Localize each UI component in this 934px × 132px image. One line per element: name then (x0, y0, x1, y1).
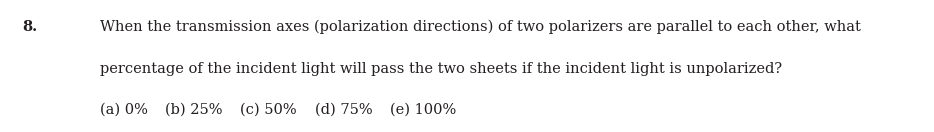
Text: (a) 0%: (a) 0% (100, 103, 148, 117)
Text: (b) 25%: (b) 25% (165, 103, 222, 117)
Text: (d) 75%: (d) 75% (315, 103, 373, 117)
Text: When the transmission axes (polarization directions) of two polarizers are paral: When the transmission axes (polarization… (100, 20, 861, 34)
Text: (e) 100%: (e) 100% (390, 103, 456, 117)
Text: percentage of the incident light will pass the two sheets if the incident light : percentage of the incident light will pa… (100, 62, 782, 76)
Text: 8.: 8. (22, 20, 37, 34)
Text: (c) 50%: (c) 50% (240, 103, 297, 117)
